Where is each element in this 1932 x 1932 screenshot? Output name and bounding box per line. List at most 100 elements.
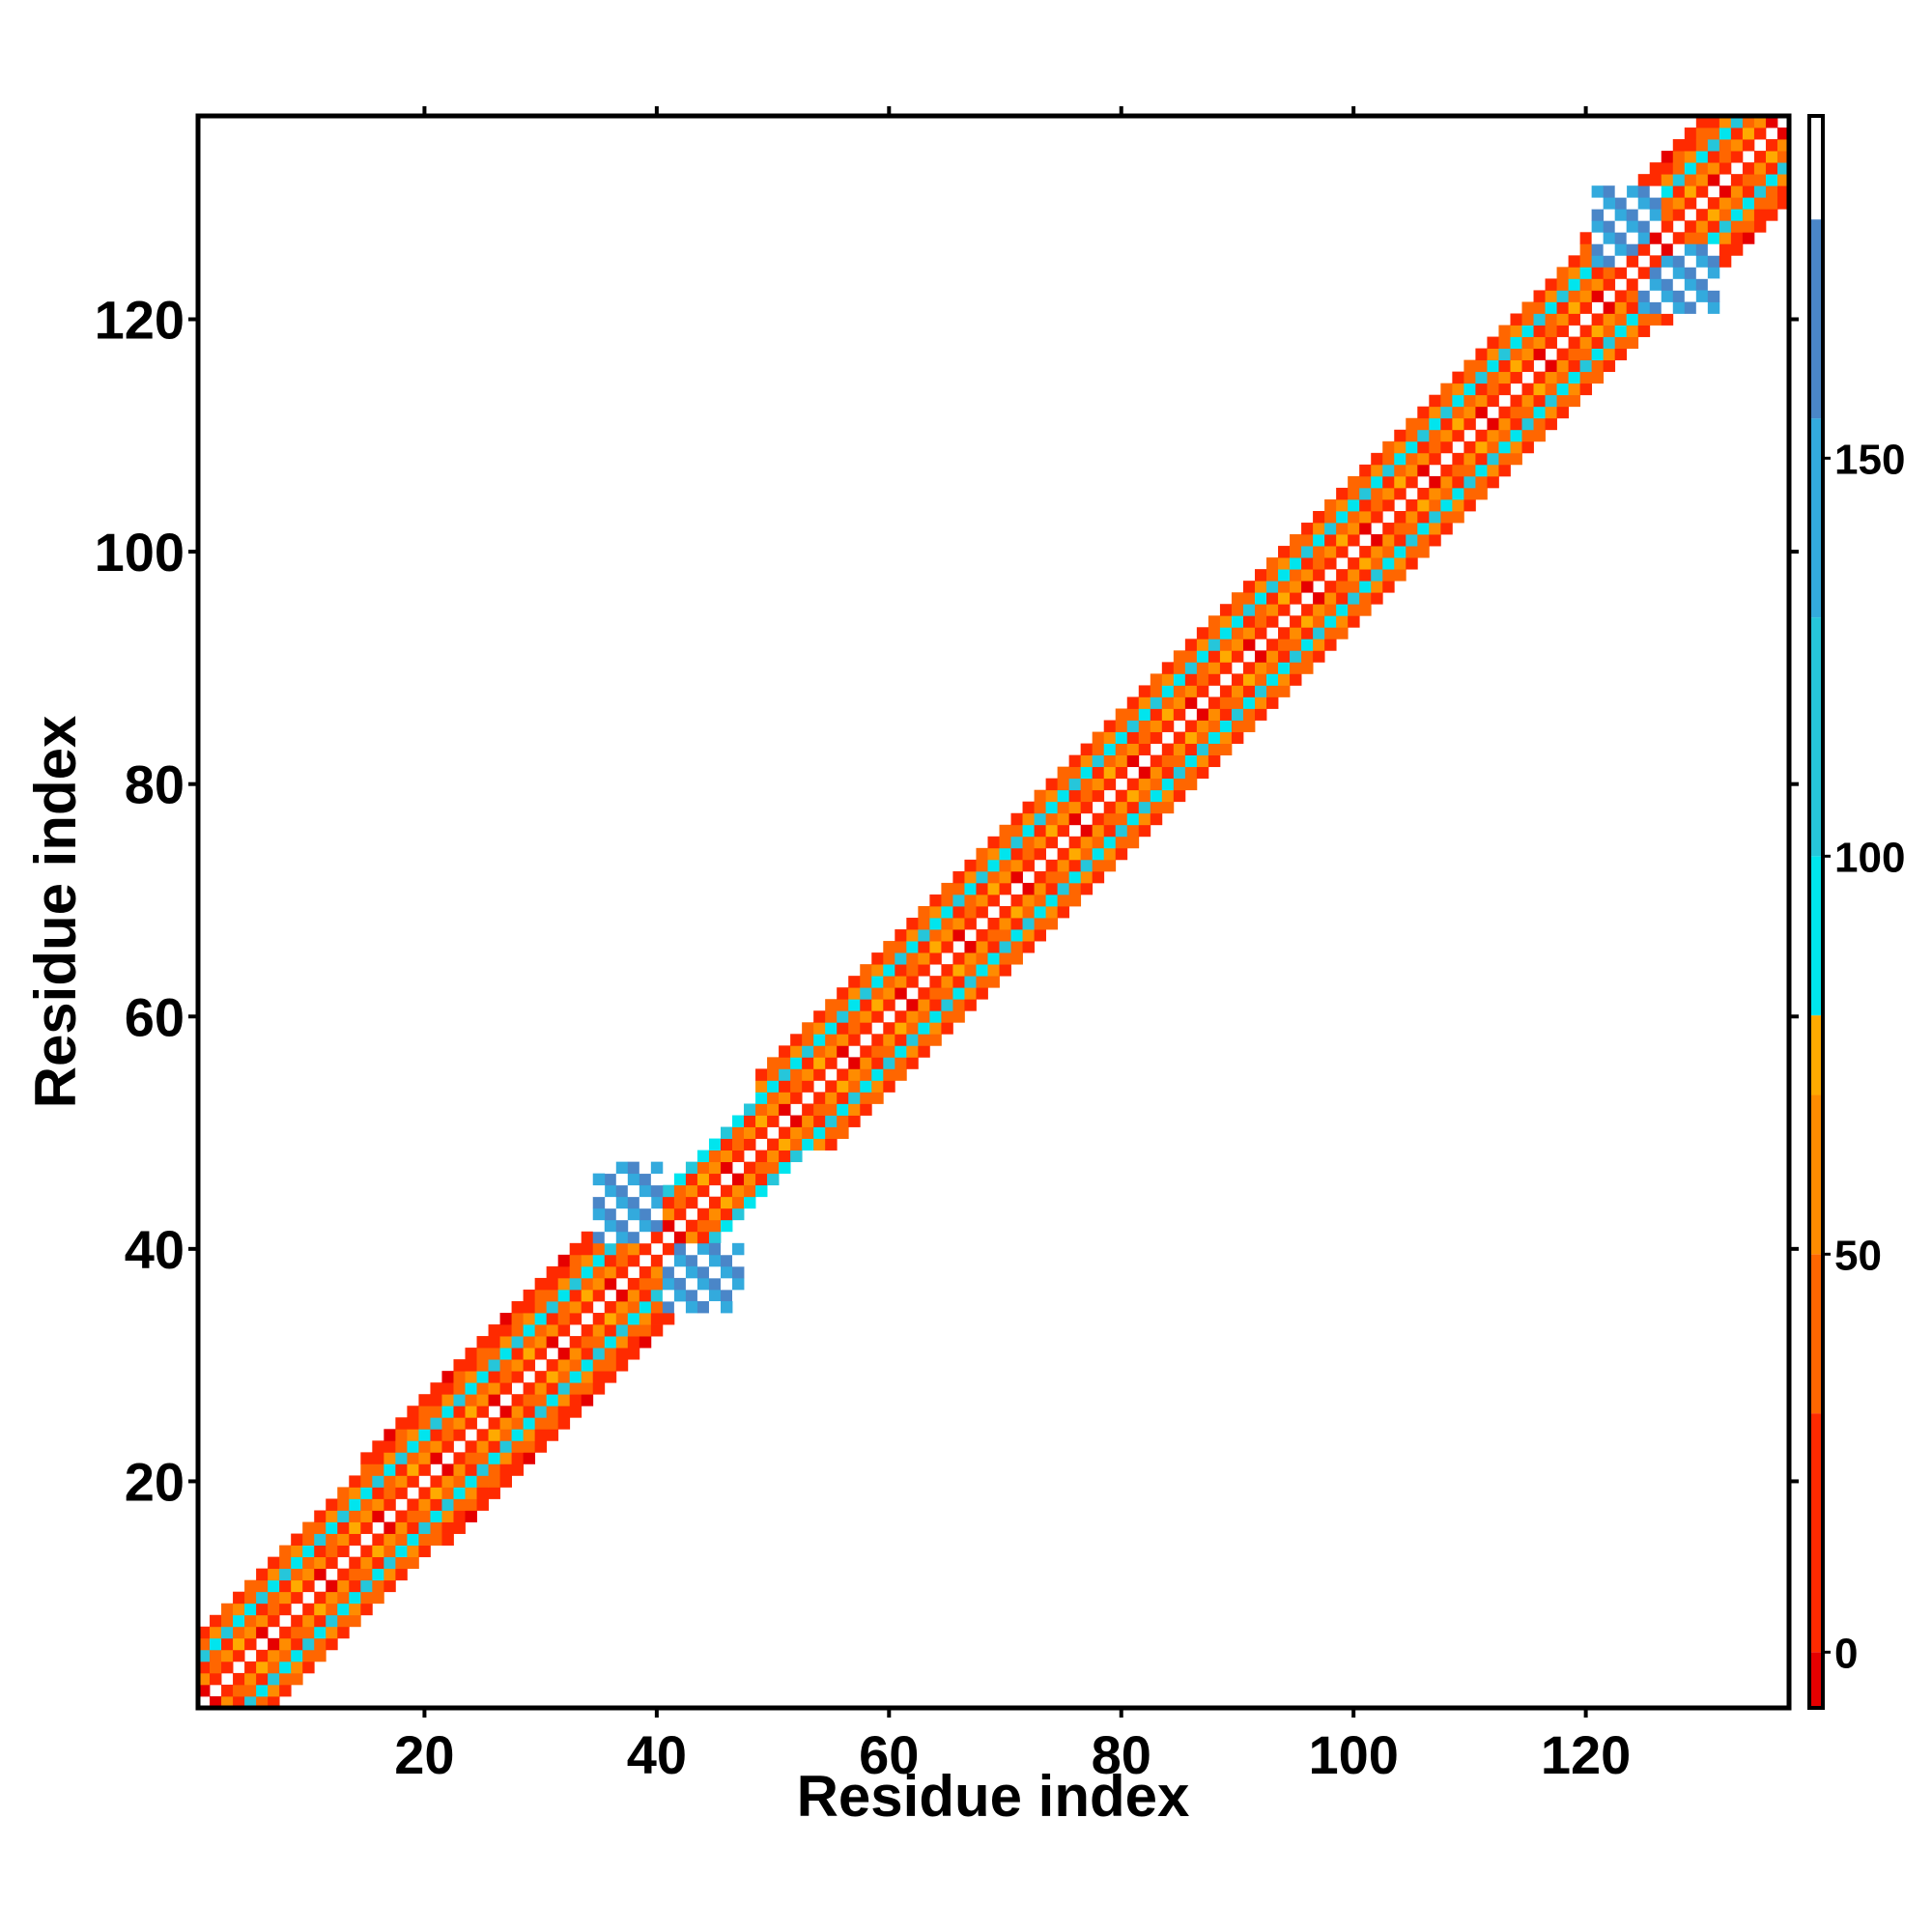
heatmap-cell <box>732 1126 745 1139</box>
heatmap-cell <box>221 1661 234 1674</box>
heatmap-cell <box>210 1672 222 1686</box>
heatmap-cell <box>1672 162 1686 175</box>
heatmap-cell <box>673 1300 687 1314</box>
heatmap-cell <box>755 1080 768 1093</box>
heatmap-cell <box>871 964 884 977</box>
heatmap-cell <box>1521 417 1534 431</box>
heatmap-cell <box>1150 708 1163 721</box>
heatmap-cell <box>430 1521 442 1534</box>
heatmap-cell <box>895 1010 907 1023</box>
heatmap-cell <box>1637 290 1651 302</box>
heatmap-cell <box>1417 487 1430 500</box>
heatmap-cell <box>860 1080 872 1093</box>
heatmap-cell <box>1684 232 1697 244</box>
heatmap-cell <box>1417 523 1430 535</box>
heatmap-cell <box>1742 162 1755 175</box>
heatmap-cell <box>476 1359 489 1372</box>
heatmap-cell <box>268 1695 280 1709</box>
heatmap-cell <box>221 1614 234 1628</box>
heatmap-cell <box>615 1208 629 1221</box>
heatmap-cell <box>1498 383 1511 396</box>
heatmap-cell <box>1661 220 1674 233</box>
heatmap-cell <box>696 1173 710 1186</box>
heatmap-cell <box>720 1208 733 1221</box>
heatmap-cell <box>1371 487 1383 500</box>
heatmap-cell <box>906 1034 919 1046</box>
heatmap-cell <box>1637 278 1651 291</box>
heatmap-cell <box>696 1289 710 1302</box>
heatmap-cell <box>1301 650 1314 663</box>
heatmap-cell <box>1161 778 1175 791</box>
heatmap-cell <box>1057 905 1070 919</box>
heatmap-cell <box>1242 592 1256 605</box>
heatmap-cell <box>1219 708 1233 721</box>
heatmap-cell <box>1359 510 1372 524</box>
heatmap-cell <box>918 918 930 930</box>
heatmap-cell <box>1684 278 1697 291</box>
heatmap-cell <box>1336 523 1349 535</box>
heatmap-cell <box>1290 639 1302 651</box>
heatmap-cell <box>627 1242 640 1256</box>
heatmap-cell <box>233 1626 245 1639</box>
heatmap-cell <box>372 1475 384 1488</box>
heatmap-cell <box>534 1348 548 1360</box>
heatmap-cell <box>1672 209 1686 221</box>
heatmap-cell <box>825 1092 838 1104</box>
heatmap-cell <box>1742 174 1755 186</box>
heatmap-cell <box>453 1359 466 1372</box>
heatmap-cell <box>952 1010 965 1023</box>
heatmap-cell <box>1290 569 1302 582</box>
heatmap-cell <box>1637 174 1651 186</box>
heatmap-cell <box>1126 789 1140 803</box>
heatmap-cell <box>964 870 977 884</box>
heatmap-cell <box>1173 696 1186 709</box>
heatmap-cell <box>999 918 1011 930</box>
heatmap-cell <box>1637 325 1651 337</box>
heatmap-cell <box>1080 870 1094 884</box>
heatmap-cell <box>696 1231 710 1244</box>
heatmap-cell <box>1126 778 1140 791</box>
heatmap-cell <box>1776 162 1790 175</box>
heatmap-cell <box>1278 546 1291 558</box>
heatmap-cell <box>964 952 977 965</box>
heatmap-cell <box>523 1406 536 1418</box>
heatmap-cell <box>430 1487 442 1499</box>
heatmap-cell <box>372 1463 384 1476</box>
heatmap-cell <box>767 1068 780 1081</box>
heatmap-cell <box>744 1126 756 1139</box>
heatmap-cell <box>696 1242 710 1256</box>
heatmap-cell <box>557 1313 571 1325</box>
heatmap-cell <box>848 1034 861 1046</box>
heatmap-cell <box>639 1173 652 1186</box>
heatmap-cell <box>314 1649 327 1662</box>
heatmap-cell <box>895 976 907 988</box>
heatmap-cell <box>372 1452 384 1464</box>
heatmap-cell <box>964 976 977 988</box>
heatmap-cell <box>1382 475 1395 489</box>
heatmap-cell <box>534 1277 548 1291</box>
heatmap-cell <box>1510 359 1522 373</box>
heatmap-cell <box>1382 452 1395 466</box>
heatmap-cell <box>604 1196 617 1209</box>
heatmap-cell <box>1254 673 1267 686</box>
heatmap-cell <box>720 1242 733 1256</box>
heatmap-cell <box>1661 185 1674 198</box>
heatmap-cell <box>1219 615 1233 628</box>
heatmap-cell <box>488 1463 500 1476</box>
heatmap-cell <box>1324 604 1337 616</box>
heatmap-cell <box>744 1173 756 1186</box>
heatmap-cell <box>546 1324 559 1337</box>
heatmap-cell <box>848 999 861 1011</box>
heatmap-cell <box>1022 812 1035 826</box>
heatmap-cell <box>314 1591 327 1605</box>
heatmap-cell <box>233 1649 245 1662</box>
heatmap-cell <box>929 952 942 965</box>
heatmap-cell <box>302 1626 315 1639</box>
heatmap-cell <box>895 987 907 1000</box>
heatmap-cell <box>569 1394 582 1406</box>
heatmap-cell <box>546 1371 559 1383</box>
heatmap-cell <box>592 1265 606 1279</box>
heatmap-cell <box>499 1336 512 1349</box>
heatmap-cell <box>720 1138 733 1151</box>
heatmap-cell <box>1429 394 1441 408</box>
